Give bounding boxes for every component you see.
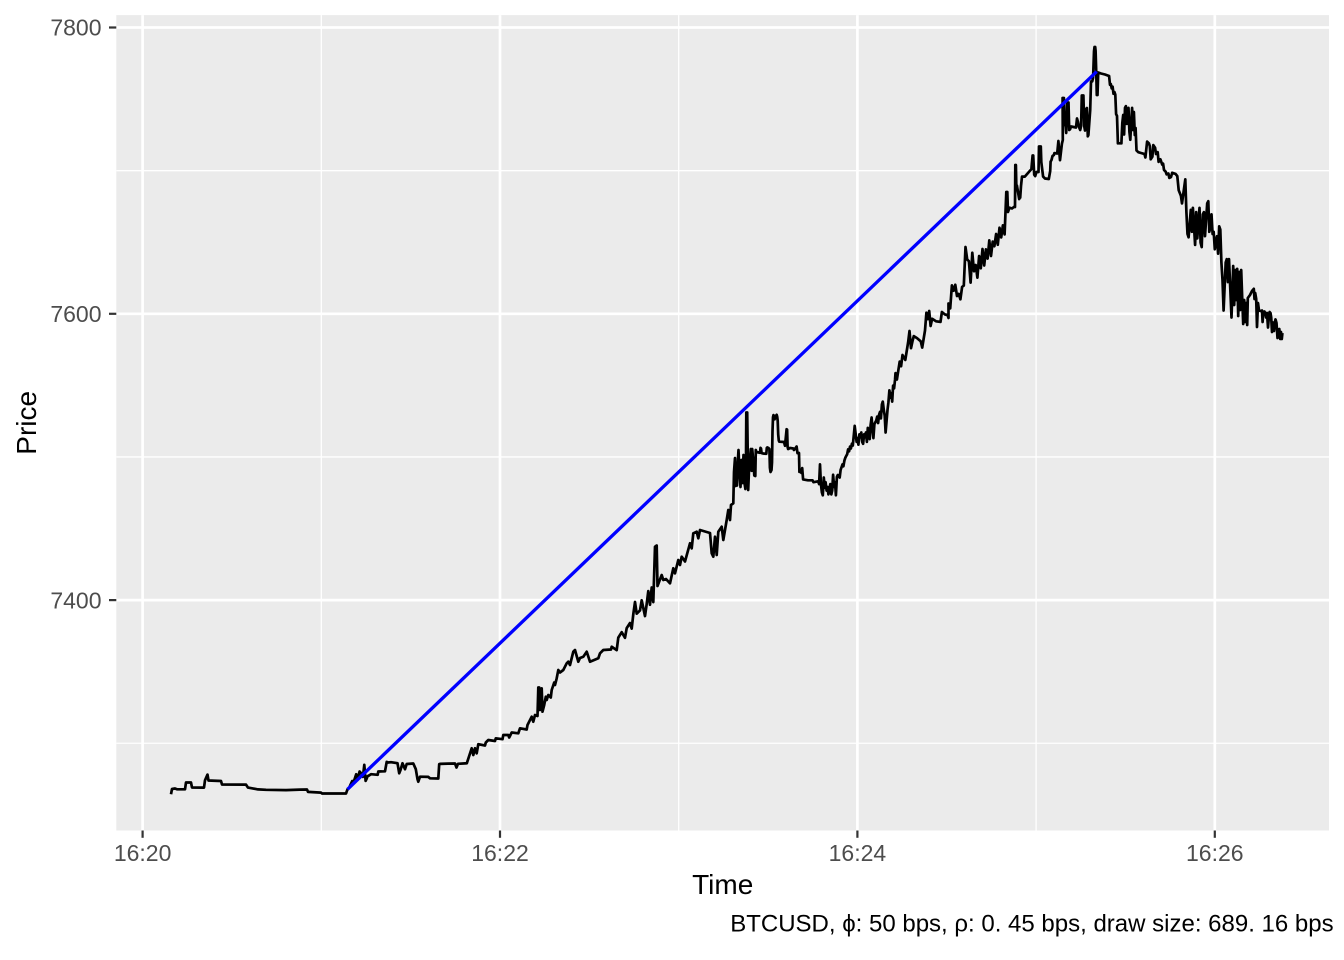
svg-text:BTCUSD, ϕ: 50 bps, ρ: 0. 45 bp: BTCUSD, ϕ: 50 bps, ρ: 0. 45 bps, draw si… bbox=[730, 911, 1333, 938]
svg-text:16:24: 16:24 bbox=[829, 840, 887, 866]
svg-text:7800: 7800 bbox=[50, 15, 101, 41]
svg-text:7400: 7400 bbox=[50, 587, 101, 613]
svg-text:16:26: 16:26 bbox=[1186, 840, 1244, 866]
svg-text:16:20: 16:20 bbox=[114, 840, 172, 866]
svg-text:Time: Time bbox=[692, 869, 753, 900]
svg-text:7600: 7600 bbox=[50, 301, 101, 327]
svg-text:Price: Price bbox=[11, 391, 42, 455]
svg-text:16:22: 16:22 bbox=[471, 840, 529, 866]
